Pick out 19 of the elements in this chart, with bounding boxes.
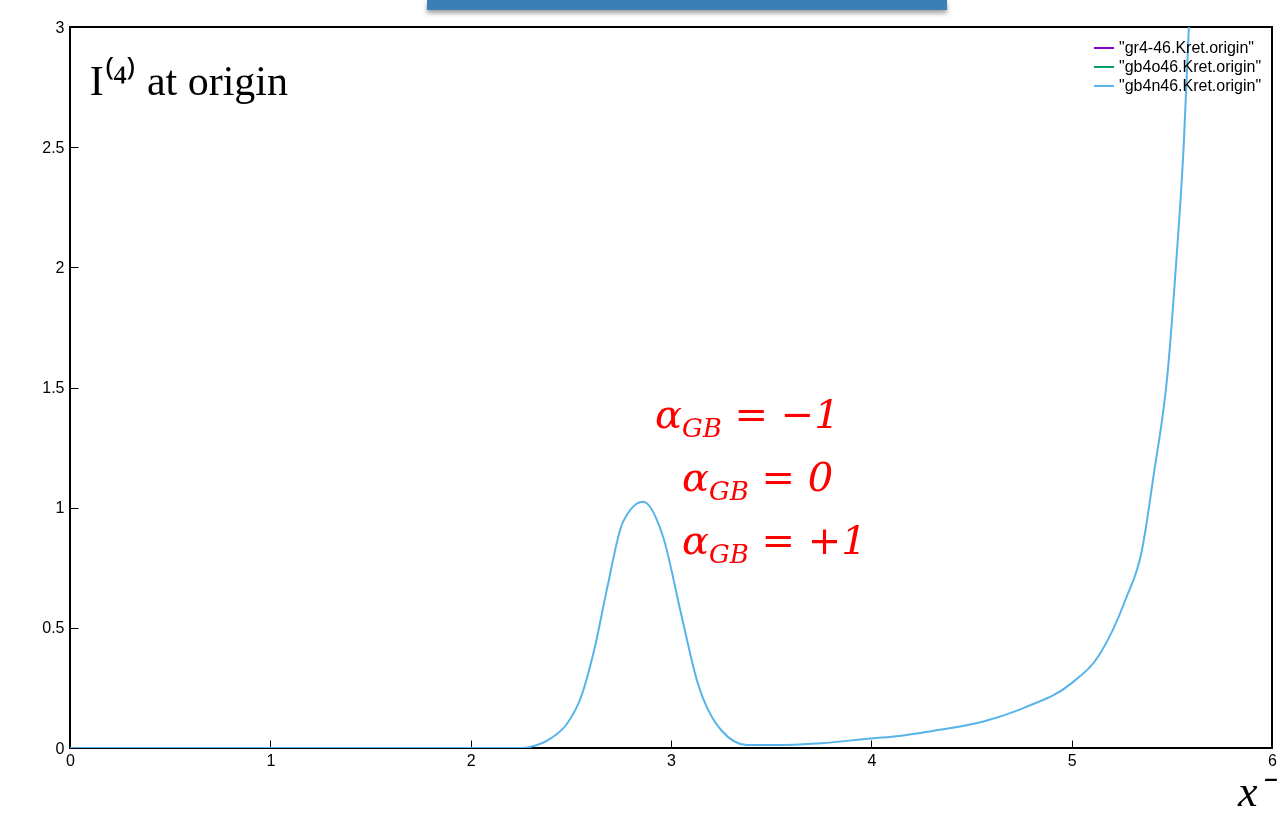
text: I⁽⁴⁾ at origin [89,56,289,104]
x-tick-label: 0 [66,751,76,769]
y-tick-label: 0.5 [42,619,65,637]
y-tick-label: 3 [55,18,65,36]
y-tick-label: 2.5 [42,138,65,156]
annotation: α$_{GB}$ = 0 [682,454,834,508]
x-tick-label: 2 [466,751,476,769]
x-tick-label: 1 [266,751,276,769]
annotation: α$_{GB}$ = +1 [682,517,867,571]
x-tick-label: 4 [867,751,877,769]
x-axis-title: x⁻ [1236,766,1279,816]
x-tick-label: 6 [1268,751,1278,769]
x-tick-label: 3 [667,751,677,769]
y-tick-label: 2 [55,258,65,276]
y-tick-label: 1.5 [42,379,65,396]
y-tick-label: 1 [55,499,65,517]
y-tick-label: 0 [55,739,65,757]
annotation: α$_{GB}$ = −1 [655,391,840,445]
x-tick-label: 5 [1067,751,1077,769]
